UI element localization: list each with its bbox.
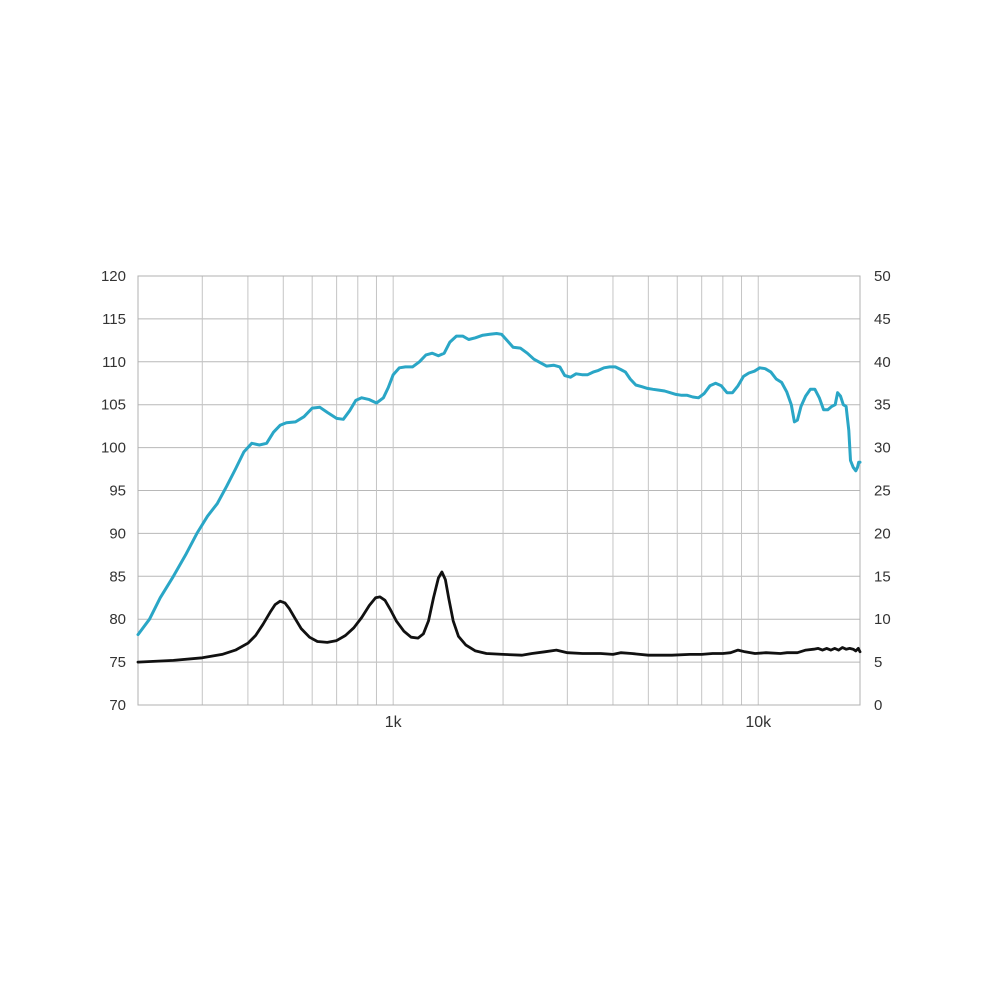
y-right-tick-label: 10 (874, 611, 891, 628)
x-tick-label: 1k (385, 714, 403, 731)
y-right-tick-label: 0 (874, 697, 882, 714)
y-left-tick-label: 85 (109, 568, 126, 585)
plot-border (137, 275, 861, 706)
y-left-tick-label: 95 (109, 483, 126, 500)
y-right-tick-label: 30 (874, 440, 891, 457)
y-right-tick-label: 15 (874, 568, 891, 585)
y-right-tick-label: 50 (874, 268, 891, 285)
series-layer (136, 332, 862, 664)
spl-series-line (136, 332, 862, 637)
y-left-tick-label: 90 (109, 525, 126, 542)
y-right-tick-label: 40 (874, 354, 891, 371)
y-right-tick-label: 20 (874, 525, 891, 542)
y-right-tick-label: 25 (874, 483, 891, 500)
y-left-tick-label: 110 (102, 354, 126, 371)
grid (137, 275, 860, 706)
y-left-tick-label: 70 (109, 697, 126, 714)
y-left-tick-label: 115 (102, 311, 126, 328)
x-tick-label: 10k (745, 714, 772, 731)
tick-labels: 70 75 80 85 90 95 100 105 110 115 120 0 5 10 15 20 25 30 3… (101, 268, 891, 731)
y-left-tick-label: 100 (101, 440, 126, 457)
y-left-tick-label: 120 (101, 268, 126, 285)
y-right-tick-label: 5 (874, 654, 882, 671)
plot-frame (137, 275, 861, 706)
y-left-tick-label: 105 (101, 397, 126, 414)
y-left-tick-label: 80 (109, 611, 126, 628)
y-right-tick-label: 45 (874, 311, 891, 328)
y-left-tick-label: 75 (109, 654, 126, 671)
y-right-tick-label: 35 (874, 397, 891, 414)
impedance-series-line (136, 570, 862, 664)
